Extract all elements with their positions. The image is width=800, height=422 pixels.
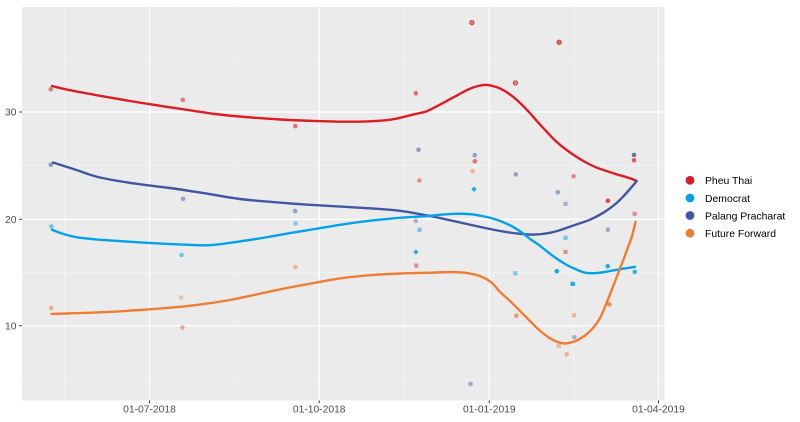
svg-text:Future Forward: Future Forward — [705, 229, 776, 240]
svg-text:01-07-2018: 01-07-2018 — [123, 405, 176, 416]
svg-text:30: 30 — [5, 108, 17, 119]
svg-text:01-10-2018: 01-10-2018 — [293, 405, 346, 416]
svg-text:Democrat: Democrat — [705, 194, 750, 205]
svg-text:01-01-2019: 01-01-2019 — [463, 405, 516, 416]
svg-text:10: 10 — [5, 321, 17, 332]
svg-text:Pheu Thai: Pheu Thai — [705, 176, 752, 187]
svg-text:01-04-2019: 01-04-2019 — [632, 405, 685, 416]
svg-text:20: 20 — [5, 215, 17, 226]
svg-text:Palang Pracharat: Palang Pracharat — [705, 211, 785, 222]
